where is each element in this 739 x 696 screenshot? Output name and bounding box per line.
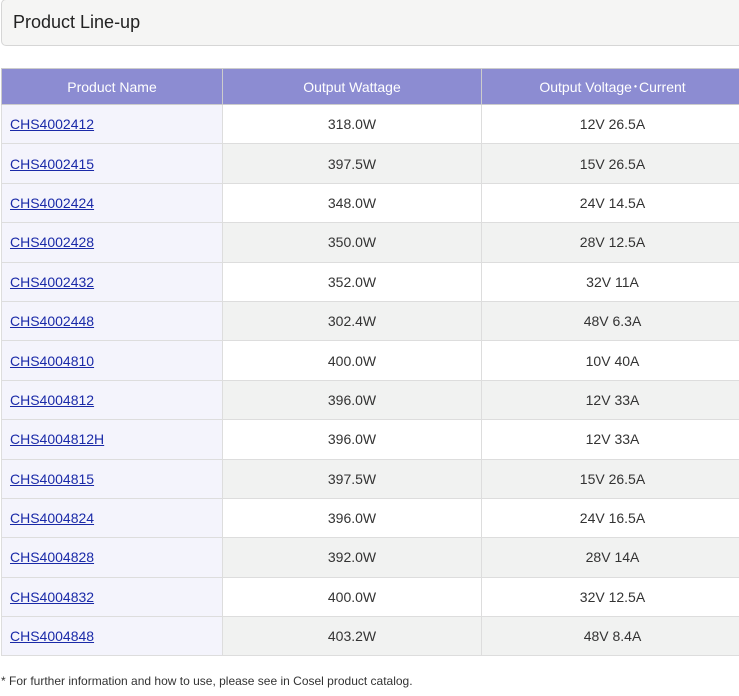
- voltage-current-cell: 12V 26.5A: [481, 103, 739, 145]
- table-row: CHS4004812 396.0W 12V 33A: [1, 379, 739, 421]
- wattage-cell: 348.0W: [222, 182, 482, 224]
- product-link[interactable]: CHS4004810: [10, 352, 95, 369]
- header-row: Product Name Output Wattage Output Volta…: [1, 68, 739, 105]
- product-cell: CHS4004815: [1, 458, 223, 499]
- wattage-cell: 403.2W: [222, 616, 482, 657]
- product-cell: CHS4004812H: [1, 419, 223, 460]
- product-link[interactable]: CHS4004828: [10, 549, 95, 566]
- product-cell: CHS4004828: [1, 537, 223, 578]
- table-row: CHS4002432 352.0W 32V 11A: [1, 261, 739, 302]
- table-row: CHS4004810 400.0W 10V 40A: [1, 340, 739, 381]
- product-cell: CHS4004832: [1, 576, 223, 618]
- voltage-current-cell: 32V 12.5A: [481, 576, 739, 618]
- voltage-current-cell: 24V 14.5A: [481, 182, 739, 224]
- product-link[interactable]: CHS4002412: [10, 116, 95, 133]
- wattage-cell: 352.0W: [222, 261, 482, 302]
- product-cell: CHS4002428: [1, 222, 223, 263]
- voltage-current-cell: 10V 40A: [481, 340, 739, 381]
- header-title: Product Line-up: [13, 12, 141, 32]
- table-row: CHS4002412 318.0W 12V 26.5A: [1, 103, 739, 145]
- product-link[interactable]: CHS4004832: [10, 588, 95, 605]
- product-link[interactable]: CHS4004848: [10, 628, 95, 645]
- voltage-current-cell: 12V 33A: [481, 379, 739, 421]
- product-table: Product Name Output Wattage Output Volta…: [1, 68, 739, 657]
- product-link[interactable]: CHS4004815: [10, 470, 95, 487]
- product-link[interactable]: CHS4002448: [10, 313, 95, 330]
- table-row: CHS4004828 392.0W 28V 14A: [1, 537, 739, 578]
- wattage-cell: 396.0W: [222, 419, 482, 460]
- product-link[interactable]: CHS4002415: [10, 155, 95, 172]
- table-row: CHS4004832 400.0W 32V 12.5A: [1, 576, 739, 618]
- voltage-current-cell: 48V 8.4A: [481, 616, 739, 657]
- product-link[interactable]: CHS4002428: [10, 234, 95, 251]
- product-cell: CHS4002448: [1, 300, 223, 342]
- footnote: * For further information and how to use…: [1, 674, 413, 688]
- voltage-current-cell: 48V 6.3A: [481, 300, 739, 342]
- voltage-current-cell: 12V 33A: [481, 419, 739, 460]
- table-row: CHS4002415 397.5W 15V 26.5A: [1, 143, 739, 184]
- wattage-cell: 350.0W: [222, 222, 482, 263]
- voltage-current-cell: 28V 12.5A: [481, 222, 739, 263]
- header: Product Line-up: [1, 0, 739, 46]
- table-row: CHS4004824 396.0W 24V 16.5A: [1, 497, 739, 539]
- product-cell: CHS4002424: [1, 182, 223, 224]
- product-cell: CHS4002412: [1, 103, 223, 145]
- product-cell: CHS4002415: [1, 143, 223, 184]
- wattage-cell: 397.5W: [222, 458, 482, 499]
- product-cell: CHS4004812: [1, 379, 223, 421]
- product-link[interactable]: CHS4004812: [10, 391, 95, 408]
- wattage-cell: 396.0W: [222, 497, 482, 539]
- product-link[interactable]: CHS4004824: [10, 510, 95, 527]
- table-row: CHS4004848 403.2W 48V 8.4A: [1, 616, 739, 657]
- table-row: CHS4002448 302.4W 48V 6.3A: [1, 300, 739, 342]
- wattage-cell: 302.4W: [222, 300, 482, 342]
- wattage-cell: 396.0W: [222, 379, 482, 421]
- product-cell: CHS4004824: [1, 497, 223, 539]
- table-row: CHS4002424 348.0W 24V 14.5A: [1, 182, 739, 224]
- column-header: Output Wattage: [222, 68, 482, 105]
- product-link[interactable]: CHS4004812H: [10, 431, 105, 448]
- column-header: Product Name: [1, 68, 223, 105]
- voltage-current-cell: 24V 16.5A: [481, 497, 739, 539]
- product-cell: CHS4004810: [1, 340, 223, 381]
- wattage-cell: 392.0W: [222, 537, 482, 578]
- wattage-cell: 397.5W: [222, 143, 482, 184]
- voltage-current-cell: 15V 26.5A: [481, 458, 739, 499]
- column-header: Output Voltage･Current: [481, 68, 739, 105]
- table-row: CHS4004812H 396.0W 12V 33A: [1, 419, 739, 460]
- table-row: CHS4002428 350.0W 28V 12.5A: [1, 222, 739, 263]
- wattage-cell: 400.0W: [222, 576, 482, 618]
- table-row: CHS4004815 397.5W 15V 26.5A: [1, 458, 739, 499]
- voltage-current-cell: 32V 11A: [481, 261, 739, 302]
- wattage-cell: 318.0W: [222, 103, 482, 145]
- table-body: CHS4002412 318.0W 12V 26.5A CHS4002415 397.5…: [1, 103, 739, 657]
- voltage-current-cell: 15V 26.5A: [481, 143, 739, 184]
- product-cell: CHS4002432: [1, 261, 223, 302]
- wattage-cell: 400.0W: [222, 340, 482, 381]
- product-link[interactable]: CHS4002432: [10, 273, 95, 290]
- product-link[interactable]: CHS4002424: [10, 194, 95, 211]
- product-cell: CHS4004848: [1, 616, 223, 657]
- voltage-current-cell: 28V 14A: [481, 537, 739, 578]
